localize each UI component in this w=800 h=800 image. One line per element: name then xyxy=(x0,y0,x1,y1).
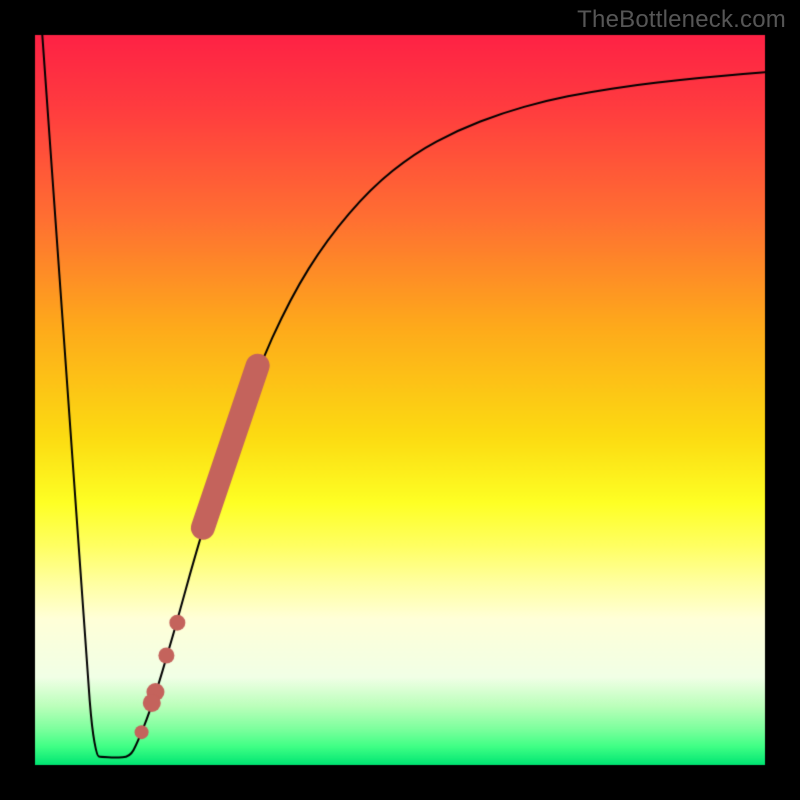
bottleneck-chart-canvas xyxy=(0,0,800,800)
